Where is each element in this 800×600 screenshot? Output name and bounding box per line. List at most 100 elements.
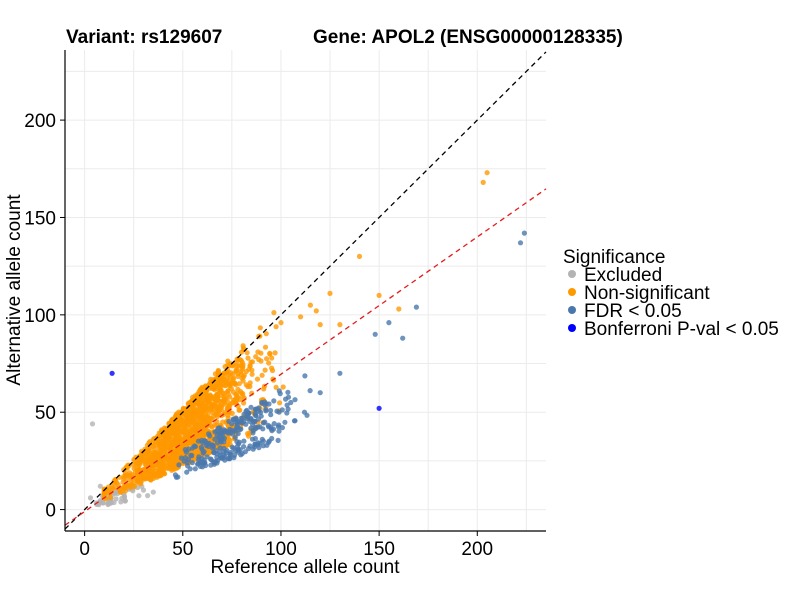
data-point <box>372 331 378 337</box>
x-tick-label: 50 <box>172 539 193 560</box>
data-point <box>250 430 256 436</box>
gridlines <box>65 50 546 531</box>
data-point <box>413 304 419 310</box>
data-point <box>210 442 216 448</box>
data-point <box>162 436 168 442</box>
data-point <box>176 435 182 441</box>
data-point <box>237 407 243 413</box>
data-point <box>252 406 259 412</box>
data-point <box>212 436 218 442</box>
data-point <box>279 425 285 431</box>
data-point <box>292 418 298 424</box>
data-point <box>275 437 281 443</box>
reference-lines <box>64 51 547 530</box>
data-point <box>250 446 256 452</box>
data-point <box>262 344 269 350</box>
data-point <box>217 403 223 409</box>
y-tick-label: 50 <box>35 403 56 424</box>
data-point <box>156 462 162 468</box>
x-tick-label: 100 <box>265 539 297 560</box>
data-point <box>248 359 254 365</box>
data-point <box>298 314 304 320</box>
data-point <box>216 386 223 392</box>
data-point <box>208 401 214 407</box>
data-point <box>180 407 186 413</box>
data-point <box>221 445 227 451</box>
data-point <box>148 477 154 483</box>
data-point <box>231 397 237 403</box>
chart-title-gene: Gene: APOL2 (ENSG00000128335) <box>313 27 623 48</box>
data-point <box>188 417 195 423</box>
data-point <box>240 378 246 384</box>
data-point <box>181 429 187 435</box>
data-point <box>222 383 228 389</box>
data-point <box>105 501 111 507</box>
data-point <box>183 411 189 417</box>
data-point <box>267 350 273 356</box>
data-point <box>175 474 181 480</box>
data-point <box>252 441 258 447</box>
data-point <box>204 393 210 400</box>
data-point <box>521 230 528 236</box>
data-point <box>235 386 241 392</box>
data-point <box>284 402 290 408</box>
data-point <box>89 421 96 427</box>
x-tick-label: 150 <box>363 539 395 560</box>
data-point <box>189 460 195 466</box>
data-point <box>239 359 245 366</box>
data-point <box>229 381 235 387</box>
legend-key <box>568 288 576 296</box>
data-point <box>307 302 313 308</box>
data-point <box>236 439 242 445</box>
data-point <box>177 429 183 435</box>
data-point <box>161 463 167 469</box>
y-tick-label: 0 <box>45 501 56 522</box>
data-point <box>148 453 155 459</box>
data-point <box>255 349 261 355</box>
legend-label: FDR < 0.05 <box>584 301 682 322</box>
data-point <box>246 446 252 452</box>
data-point <box>227 451 233 457</box>
data-point <box>176 462 182 468</box>
data-point <box>268 412 274 418</box>
data-point <box>301 409 308 415</box>
data-point <box>386 320 392 326</box>
data-point <box>236 381 242 387</box>
data-point <box>233 415 239 421</box>
data-point <box>101 488 107 494</box>
data-point <box>129 472 135 478</box>
data-point <box>191 443 198 449</box>
data-point <box>262 419 268 425</box>
data-point <box>202 411 208 417</box>
data-point <box>122 498 128 504</box>
data-point <box>214 440 221 446</box>
data-point <box>264 356 270 362</box>
data-point <box>200 440 206 446</box>
data-point <box>267 407 274 414</box>
data-point <box>206 431 212 437</box>
data-point <box>277 391 283 397</box>
data-point <box>115 482 121 488</box>
data-point <box>87 495 94 501</box>
data-point <box>273 384 279 390</box>
data-point <box>259 372 265 378</box>
series-fdr-0-05 <box>172 230 528 480</box>
data-point <box>160 442 167 448</box>
data-point <box>269 355 275 361</box>
data-point <box>271 398 277 404</box>
data-point <box>168 455 174 462</box>
data-point <box>256 356 262 363</box>
data-point <box>259 436 265 442</box>
data-point <box>283 396 289 402</box>
data-point <box>226 403 232 410</box>
data-point <box>278 320 284 326</box>
data-point <box>247 383 253 390</box>
data-point <box>142 466 148 472</box>
data-point <box>237 426 243 433</box>
data-point <box>231 445 237 451</box>
data-point <box>121 484 127 490</box>
data-point <box>221 394 227 400</box>
data-point <box>215 398 221 404</box>
data-point <box>159 471 165 477</box>
